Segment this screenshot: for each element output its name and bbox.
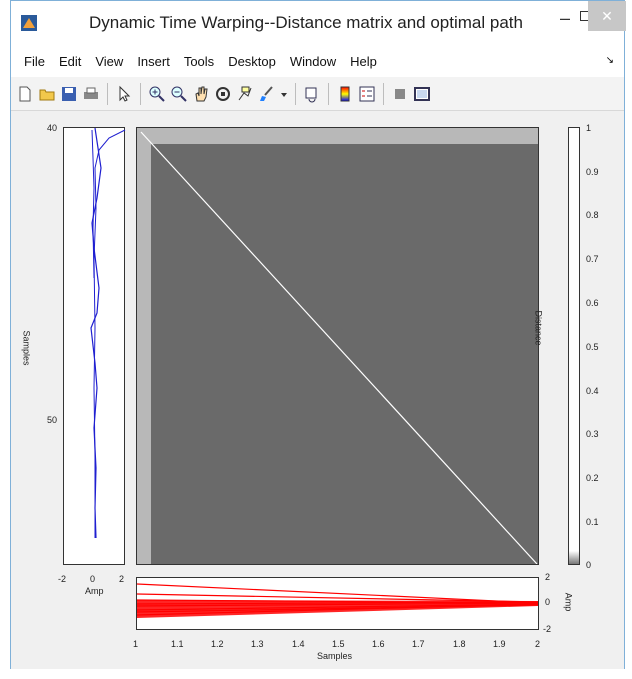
- colorbar-axes[interactable]: [568, 127, 580, 565]
- left-signal-line-3: [91, 129, 95, 279]
- open-file-icon[interactable]: [37, 83, 57, 105]
- left-xtick-neg2: -2: [58, 574, 67, 584]
- menu-window[interactable]: Window: [289, 53, 337, 69]
- bottom-signal-plot: [137, 583, 538, 618]
- left-ytick-50: 50: [47, 415, 58, 425]
- left-xtick-2: 2: [119, 574, 125, 584]
- data-cursor-icon[interactable]: [235, 83, 255, 105]
- new-figure-icon[interactable]: [15, 83, 35, 105]
- figure-area: 40 50 Samples -2 0 2 Amp Distance 1 0.9: [11, 113, 624, 669]
- print-icon[interactable]: [81, 83, 101, 105]
- left-xlabel: Amp: [85, 586, 104, 596]
- close-button[interactable]: ✕: [588, 1, 626, 31]
- bottom-xtick: 1.6: [372, 639, 385, 649]
- left-xtick-0: 0: [90, 574, 96, 584]
- bottom-xlabel: Samples: [317, 651, 353, 661]
- bottom-xtick: 1.1: [171, 639, 184, 649]
- bottom-xtick: 1: [133, 639, 139, 649]
- matlab-icon: [21, 15, 37, 31]
- menu-help[interactable]: Help: [350, 53, 377, 69]
- window-title: Dynamic Time Warping--Distance matrix an…: [89, 13, 523, 32]
- zoom-in-icon[interactable]: [147, 83, 167, 105]
- bottom-xtick: 1.4: [292, 639, 305, 649]
- toolbar-separator: [328, 82, 329, 105]
- bottom-signal-band: [137, 600, 538, 618]
- figure-window: Dynamic Time Warping--Distance matrix an…: [10, 0, 626, 669]
- bottom-xtick: 1.2: [211, 639, 224, 649]
- left-ylabel: Samples: [21, 330, 32, 366]
- colorbar-tick: 0.9: [586, 167, 599, 177]
- bottom-ytick-neg2: -2: [543, 624, 552, 634]
- colorbar-tick: 0.4: [586, 386, 599, 396]
- colorbar-tick: 0.6: [586, 298, 599, 308]
- colorbar-tick: 0.5: [586, 342, 599, 352]
- link-plot-icon[interactable]: [302, 83, 322, 105]
- colorbar-icon[interactable]: [335, 83, 355, 105]
- toolbar-separator: [140, 82, 141, 105]
- matrix-top-band: [137, 128, 538, 144]
- distance-label: Distance: [533, 310, 544, 346]
- colorbar-gradient: [569, 128, 579, 564]
- zoom-out-icon[interactable]: [169, 83, 189, 105]
- bottom-xtick: 1.3: [251, 639, 264, 649]
- menu-insert[interactable]: Insert: [137, 53, 170, 69]
- menu-edit[interactable]: Edit: [58, 53, 82, 69]
- left-signal-axes[interactable]: [63, 127, 126, 565]
- toolbar-separator: [107, 82, 108, 105]
- colorbar-tick: 0.2: [586, 473, 599, 483]
- brush-icon[interactable]: [257, 83, 277, 105]
- hide-plot-tools-icon[interactable]: [390, 83, 410, 105]
- brush-dropdown-icon[interactable]: [279, 83, 289, 105]
- menu-tools[interactable]: Tools: [183, 53, 215, 69]
- menu-overflow-icon[interactable]: ↘: [605, 55, 614, 66]
- left-signal-line-2: [93, 129, 126, 538]
- colorbar-tick: 0.1: [586, 517, 599, 527]
- colorbar-tick: 0: [586, 560, 592, 570]
- colorbar-tick: 0.8: [586, 210, 599, 220]
- bottom-ytick-2: 2: [545, 572, 551, 582]
- bottom-xtick: 1.7: [412, 639, 425, 649]
- left-signal-plot: [90, 128, 126, 539]
- menu-view[interactable]: View: [95, 53, 124, 69]
- title-bar[interactable]: Dynamic Time Warping--Distance matrix an…: [11, 1, 626, 45]
- minimize-button[interactable]: –: [559, 7, 570, 28]
- menu-file[interactable]: File: [24, 53, 45, 69]
- optimal-path-line: [140, 131, 538, 564]
- menu-desktop[interactable]: Desktop: [228, 53, 276, 69]
- colorbar-tick: 0.3: [586, 429, 599, 439]
- bottom-xtick: 1.8: [453, 639, 466, 649]
- toolbar-separator: [383, 82, 384, 105]
- figure-toolbar: [11, 77, 624, 111]
- legend-icon[interactable]: [357, 83, 377, 105]
- menu-bar: File Edit View Insert Tools Desktop Wind…: [11, 45, 624, 77]
- bottom-xtick: 1.5: [332, 639, 345, 649]
- distance-matrix-plot: [137, 128, 538, 564]
- rotate-3d-icon[interactable]: [213, 83, 233, 105]
- colorbar-tick: 0.7: [586, 254, 599, 264]
- bottom-ylabel: Amp: [563, 592, 574, 612]
- bottom-ytick-0: 0: [545, 597, 551, 607]
- bottom-xtick: 2: [535, 639, 541, 649]
- bottom-signal-axes[interactable]: [136, 577, 539, 630]
- pointer-icon[interactable]: [114, 83, 134, 105]
- colorbar-tick: 1: [586, 123, 592, 133]
- pan-icon[interactable]: [191, 83, 211, 105]
- bottom-xtick: 1.9: [493, 639, 506, 649]
- distance-matrix-axes[interactable]: [136, 127, 539, 565]
- show-plot-tools-icon[interactable]: [412, 83, 432, 105]
- left-ytick-40: 40: [47, 123, 58, 133]
- matrix-left-band: [137, 128, 151, 564]
- toolbar-separator: [295, 82, 296, 105]
- save-icon[interactable]: [59, 83, 79, 105]
